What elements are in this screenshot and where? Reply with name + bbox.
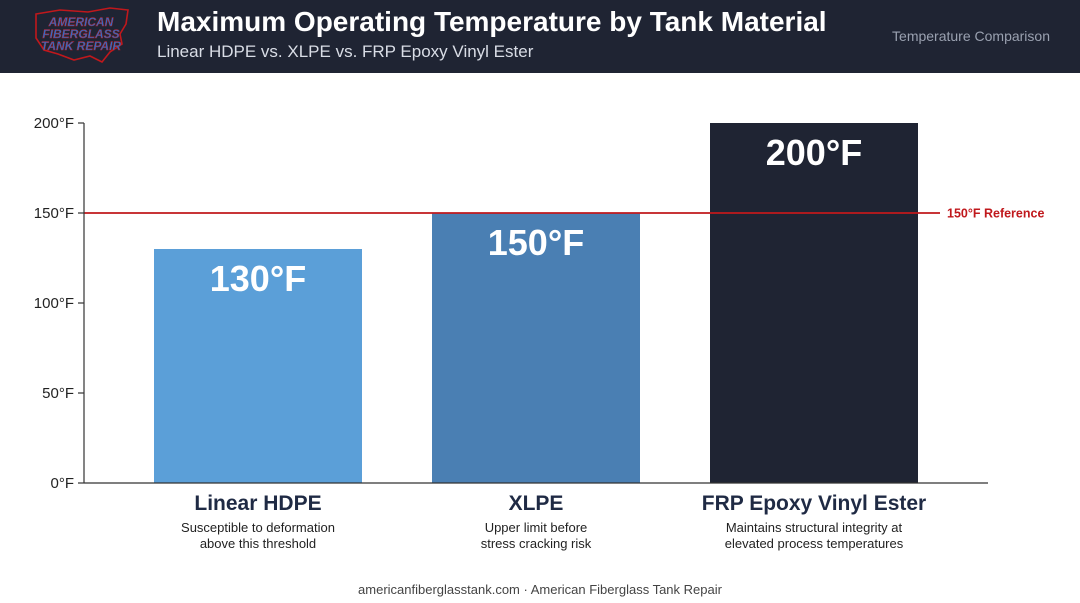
footer-text: americanfiberglasstank.com · American Fi… [358, 582, 722, 597]
x-tick-label: Linear HDPE [194, 492, 322, 515]
data-label: 130°F [210, 258, 306, 299]
y-tick-label: 0°F [50, 475, 74, 492]
category-description-line: Maintains structural integrity at [725, 520, 903, 535]
y-tick-label: 50°F [42, 385, 74, 402]
company-logo: AMERICAN FIBERGLASS TANK REPAIR [35, 7, 129, 64]
header-bar: AMERICAN FIBERGLASS TANK REPAIR Maximum … [0, 0, 1080, 73]
y-tick-label: 200°F [34, 115, 74, 132]
bar [432, 213, 640, 483]
bar [154, 249, 362, 483]
header-tag: Temperature Comparison [892, 28, 1050, 44]
svg-text:FIBERGLASS: FIBERGLASS [42, 27, 119, 41]
page-subtitle: Linear HDPE vs. XLPE vs. FRP Epoxy Vinyl… [157, 42, 534, 61]
reference-line-label: 150°F Reference [947, 207, 1044, 221]
category-description-line: Upper limit before [484, 520, 588, 535]
category-description-line: above this threshold [199, 536, 317, 551]
category-description-line: stress cracking risk [480, 536, 592, 551]
svg-text:TANK REPAIR: TANK REPAIR [41, 39, 122, 53]
bar-chart: 150°F Reference 130°F 150°F 200°F 0°F 50°F 100… [34, 115, 1045, 492]
bar [710, 123, 918, 483]
category-description-line: Susceptible to deformation [181, 520, 335, 535]
data-label: 150°F [488, 222, 584, 263]
data-label: 200°F [766, 132, 862, 173]
category-description: Upper limit before stress cracking risk [386, 520, 686, 552]
x-tick-label: FRP Epoxy Vinyl Ester [701, 492, 927, 515]
y-tick-label: 100°F [34, 295, 74, 312]
category-description-line: elevated process temperatures [724, 536, 904, 551]
category-description: Susceptible to deformation above this thr… [108, 520, 408, 552]
svg-text:AMERICAN: AMERICAN [48, 15, 114, 29]
y-tick-label: 150°F [34, 205, 74, 222]
page-title: Maximum Operating Temperature by Tank Ma… [157, 6, 827, 37]
x-tick-label: XLPE [508, 492, 564, 515]
category-description: Maintains structural integrity at elevate… [664, 520, 964, 552]
